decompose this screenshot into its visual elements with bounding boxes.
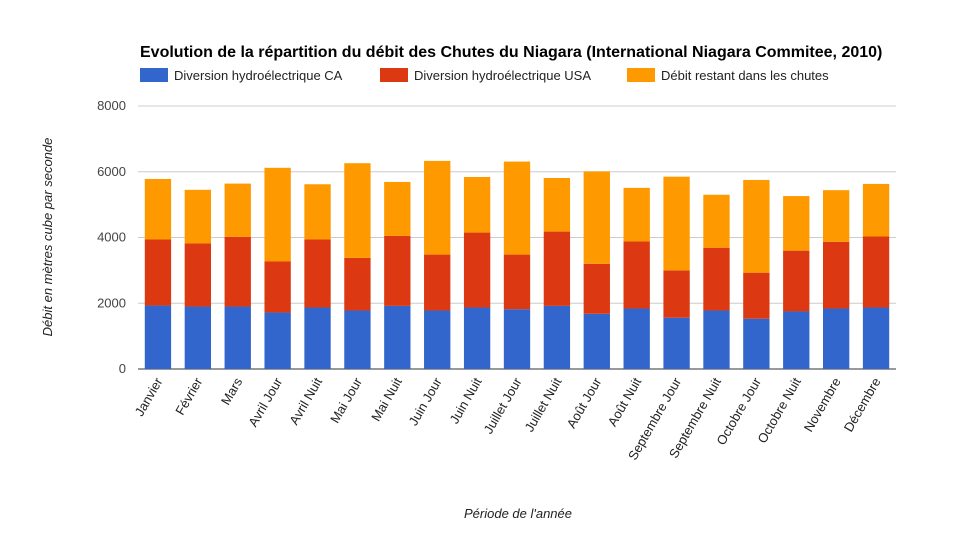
legend-swatch xyxy=(140,68,168,82)
bar-segment-usa xyxy=(543,231,571,306)
y-tick-label: 0 xyxy=(119,361,126,376)
bar-segment-usa xyxy=(822,241,850,309)
bar-segment-usa xyxy=(703,247,730,311)
bar-segment-ca xyxy=(503,309,531,369)
bar-segment-restant xyxy=(463,177,491,233)
bar-segment-restant xyxy=(663,176,690,271)
bar-segment-ca xyxy=(184,306,212,369)
bar-segment-restant xyxy=(703,194,730,248)
bar-segment-usa xyxy=(144,239,172,306)
x-tick-label: Juin Jour xyxy=(405,374,445,428)
bar-segment-ca xyxy=(703,310,730,369)
y-axis-title: Débit en mètres cube par seconde xyxy=(40,138,55,337)
bar-segment-restant xyxy=(783,196,810,251)
bar-segment-restant xyxy=(384,181,411,236)
bar-segment-restant xyxy=(583,171,610,264)
bar-segment-restant xyxy=(862,183,890,237)
legend-swatch xyxy=(380,68,408,82)
x-tick-label: Août Jour xyxy=(564,374,605,430)
x-tick-label: Juillet Jour xyxy=(481,374,525,436)
chart-title: Evolution de la répartition du débit des… xyxy=(140,44,882,61)
x-tick-label: Mai Jour xyxy=(327,374,365,425)
bar-segment-ca xyxy=(304,307,331,369)
y-tick-label: 2000 xyxy=(97,295,126,310)
x-tick-label: Mars xyxy=(218,375,246,408)
bar-segment-usa xyxy=(862,236,890,308)
bar-segment-ca xyxy=(822,308,850,369)
x-tick-label: Juillet Nuit xyxy=(522,375,565,435)
bar-segment-usa xyxy=(623,241,650,309)
bar-segment-usa xyxy=(424,254,451,311)
bar-segment-ca xyxy=(424,310,451,369)
x-tick-label: Mai Nuit xyxy=(368,375,405,424)
x-tick-label: Avril Jour xyxy=(245,374,285,429)
x-tick-label: Novembre xyxy=(801,375,844,434)
bar-segment-usa xyxy=(344,257,371,311)
legend-label: Débit restant dans les chutes xyxy=(661,68,829,83)
legend-swatch xyxy=(627,68,655,82)
bar-segment-ca xyxy=(862,307,890,369)
legend-label: Diversion hydroélectrique USA xyxy=(414,68,591,83)
bar-segment-ca xyxy=(623,308,650,369)
bar-segment-usa xyxy=(384,235,411,306)
bar-segment-restant xyxy=(224,183,251,237)
legend-label: Diversion hydroélectrique CA xyxy=(174,68,343,83)
bar-segment-restant xyxy=(822,190,850,242)
bar-segment-usa xyxy=(224,236,251,307)
bar-segment-usa xyxy=(264,261,291,313)
x-tick-label: Août Nuit xyxy=(605,375,645,429)
legend: Diversion hydroélectrique CA Diversion hy… xyxy=(140,68,829,83)
bar-segment-usa xyxy=(583,263,610,314)
bar-segment-restant xyxy=(743,179,770,273)
bar-segment-usa xyxy=(503,254,531,310)
y-tick-label: 4000 xyxy=(97,230,126,245)
bar-segment-ca xyxy=(743,318,770,369)
bar-segment-ca xyxy=(463,307,491,369)
x-tick-label: Janvier xyxy=(132,374,166,418)
x-tick-label: Juin Nuit xyxy=(446,375,484,427)
bar-segment-usa xyxy=(184,243,212,307)
bar-segment-restant xyxy=(424,160,451,255)
bar-segment-ca xyxy=(224,306,251,369)
bar-segment-usa xyxy=(743,272,770,319)
bar-segment-ca xyxy=(583,313,610,369)
bar-segment-ca xyxy=(264,312,291,369)
bar-segment-usa xyxy=(463,232,491,308)
bar-segment-restant xyxy=(543,177,571,232)
legend-item: Diversion hydroélectrique USA xyxy=(380,68,591,83)
y-axis: 0 2000 4000 6000 8000 xyxy=(97,98,126,376)
bar-segment-ca xyxy=(663,317,690,369)
y-tick-label: 6000 xyxy=(97,164,126,179)
x-axis: Janvier Février Mars Avril Jour Avril Nuit Ma… xyxy=(132,374,884,462)
x-tick-label: Avril Nuit xyxy=(286,375,325,428)
legend-item: Diversion hydroélectrique CA xyxy=(140,68,343,83)
bar-segment-ca xyxy=(344,310,371,369)
bar-segment-ca xyxy=(144,305,172,369)
bar-segment-ca xyxy=(384,305,411,369)
bar-segment-usa xyxy=(663,270,690,318)
legend-item: Débit restant dans les chutes xyxy=(627,68,829,83)
bars xyxy=(144,160,890,369)
bar-segment-restant xyxy=(264,167,291,262)
y-tick-label: 8000 xyxy=(97,98,126,113)
bar-segment-restant xyxy=(144,178,172,240)
x-tick-label: Février xyxy=(172,374,206,417)
bar-segment-ca xyxy=(543,305,571,369)
bar-segment-restant xyxy=(304,184,331,240)
x-tick-label: Décembre xyxy=(841,375,884,434)
bar-segment-restant xyxy=(503,161,531,255)
x-axis-title: Période de l'année xyxy=(464,506,572,521)
bar-segment-usa xyxy=(783,250,810,312)
bar-segment-restant xyxy=(623,187,650,242)
bar-segment-restant xyxy=(344,163,371,258)
bar-segment-usa xyxy=(304,239,331,308)
bar-segment-restant xyxy=(184,189,212,244)
bar-segment-ca xyxy=(783,311,810,369)
